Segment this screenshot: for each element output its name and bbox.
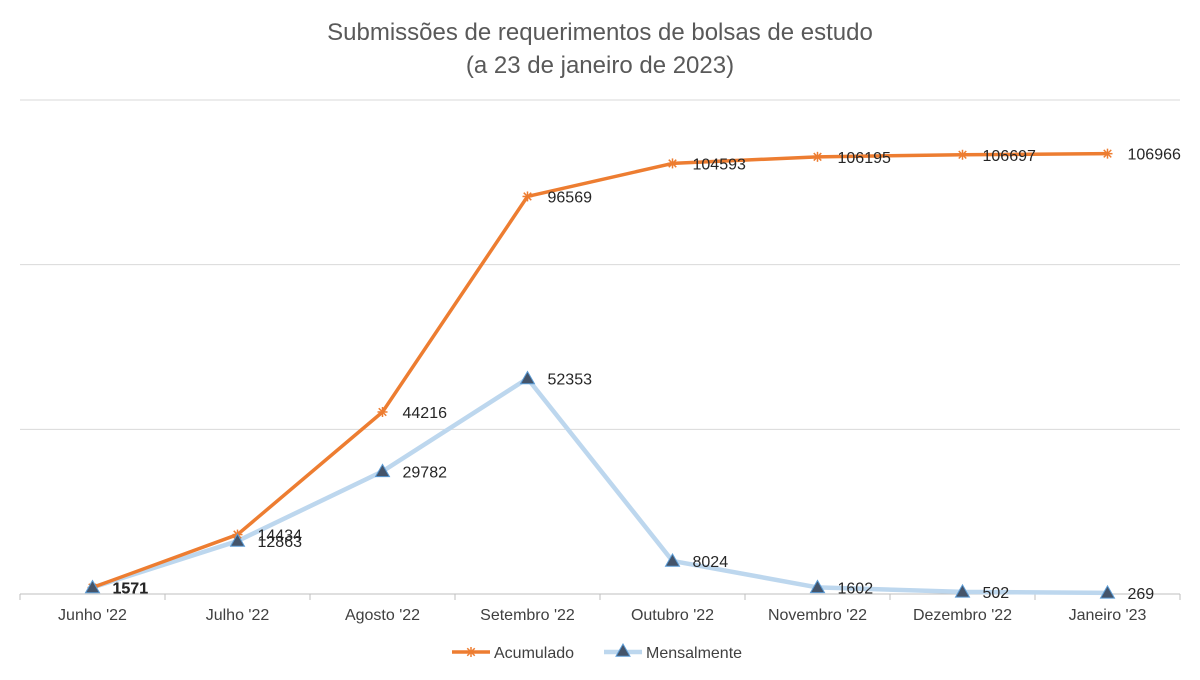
series-line-mensalmente — [90, 376, 1110, 596]
legend-item-mensalmente: Mensalmente — [604, 642, 742, 662]
x-tick-label: Julho '22 — [206, 607, 270, 624]
chart-title: Submissões de requerimentos de bolsas de… — [327, 19, 873, 46]
data-label-acumulado: 1571 — [113, 581, 149, 598]
marker-stroke — [466, 647, 476, 657]
data-label-mensalmente: 1571 — [113, 581, 149, 598]
legend-marker — [615, 642, 631, 657]
x-tick-label: Novembro '22 — [768, 607, 867, 624]
series-lines — [90, 151, 1110, 596]
x-axis: Junho '22 Julho '22 Agosto '22 Setembro '22… — [19, 593, 1181, 624]
marker-stroke — [378, 407, 387, 417]
data-label-mensalmente: 52353 — [548, 371, 593, 388]
data-label-mensalmente: 502 — [983, 585, 1010, 602]
data-label-acumulado: 14434 — [258, 528, 303, 545]
gridlines — [20, 99, 1180, 595]
x-tick-label: Junho '22 — [58, 607, 127, 624]
point-mensalmente — [374, 463, 391, 478]
legend-item-acumulado: Acumulado — [452, 645, 574, 662]
x-tick-label: Dezembro '22 — [913, 607, 1012, 624]
point-acumulado — [667, 158, 678, 169]
chart-subtitle: (a 23 de janeiro de 2023) — [466, 52, 734, 79]
legend-marker — [466, 647, 476, 657]
point-acumulado — [1102, 148, 1113, 159]
x-tick-label: Janeiro '23 — [1069, 607, 1147, 624]
point-acumulado — [957, 149, 968, 160]
x-tick-label: Agosto '22 — [345, 607, 420, 624]
marker-stroke — [813, 152, 822, 162]
marker-stroke — [523, 192, 532, 201]
data-label-mensalmente: 8024 — [693, 554, 729, 571]
data-label-mensalmente: 12863 — [258, 534, 303, 551]
marker-stroke — [958, 150, 967, 160]
point-mensalmente — [809, 579, 826, 594]
data-labels: 1571 14434 44216 96569 104593 106195 106697 106… — [113, 147, 1181, 603]
legend: Acumulado Mensalmente — [452, 642, 742, 662]
data-label-acumulado: 104593 — [693, 156, 746, 173]
data-label-acumulado: 96569 — [548, 189, 593, 206]
point-acumulado — [812, 151, 823, 162]
data-label-acumulado: 106966 — [1128, 147, 1181, 164]
data-label-mensalmente: 269 — [1128, 586, 1155, 603]
point-mensalmente — [519, 370, 536, 385]
point-mensalmente — [664, 552, 681, 567]
marker-stroke — [1103, 149, 1112, 158]
legend-label: Acumulado — [494, 645, 574, 662]
series-line-acumulado — [90, 151, 1110, 590]
data-label-acumulado: 106697 — [983, 148, 1036, 165]
point-mensalmente — [229, 533, 246, 547]
x-tick-label: Outubro '22 — [631, 607, 714, 624]
data-label-acumulado: 106195 — [838, 150, 891, 167]
point-mensalmente — [1099, 584, 1116, 599]
data-label-mensalmente: 29782 — [403, 464, 448, 481]
x-tick-label: Setembro '22 — [480, 607, 575, 624]
point-mensalmente — [954, 583, 971, 598]
point-mensalmente — [84, 579, 101, 594]
legend-label: Mensalmente — [646, 645, 742, 662]
series-markers — [84, 148, 1116, 599]
data-label-mensalmente: 1602 — [838, 580, 874, 597]
point-acumulado — [522, 191, 533, 202]
marker-stroke — [668, 159, 677, 168]
point-acumulado — [377, 406, 388, 417]
data-label-acumulado: 44216 — [403, 405, 448, 422]
